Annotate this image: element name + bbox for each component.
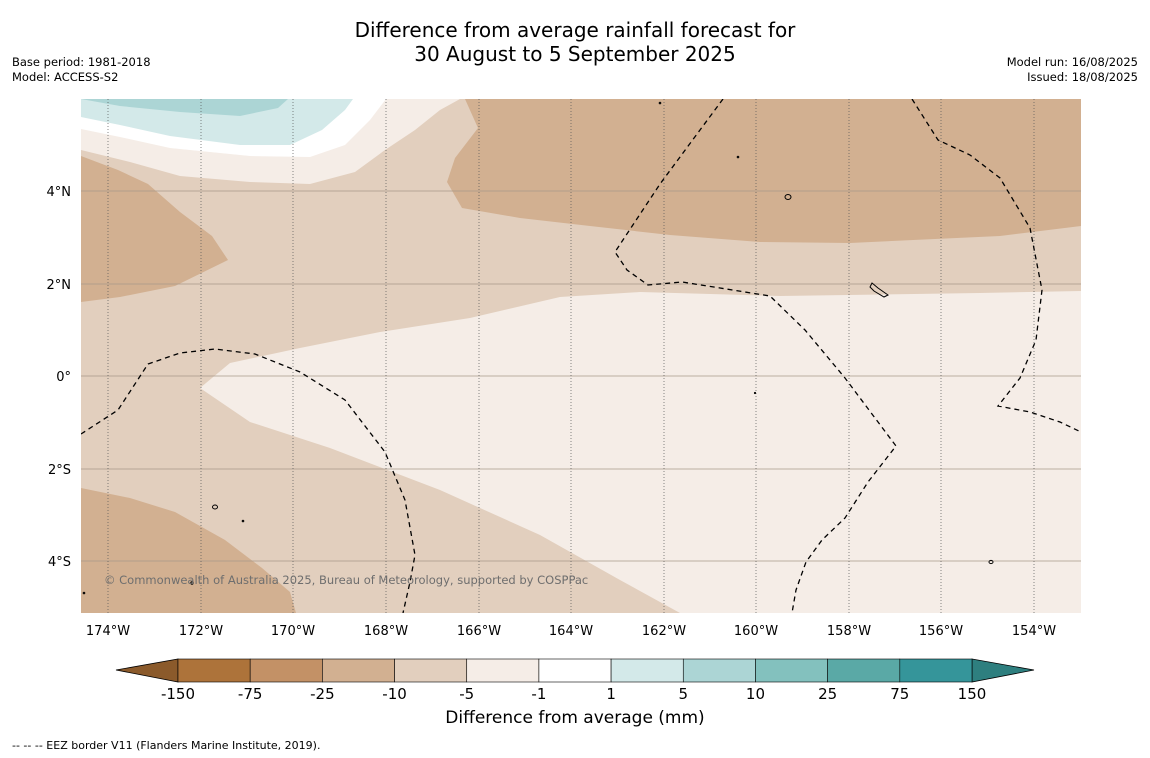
colorbar-segment — [899, 658, 973, 683]
eez-legend-note: -- -- -- EEZ border V11 (Flanders Marine… — [12, 739, 321, 752]
field-blob-north — [447, 99, 1081, 243]
field-north-teal2 — [81, 99, 288, 116]
island-kiritimati — [869, 282, 889, 298]
colorbar-segment — [538, 658, 612, 683]
lat-label: 2°N — [47, 278, 72, 293]
island — [658, 101, 662, 105]
islands — [82, 101, 994, 595]
meta-left: Base period: 1981-2018 Model: ACCESS-S2 — [12, 55, 151, 85]
colorbar-tick-label: 5 — [678, 685, 688, 703]
colorbar-tick-label: -75 — [238, 685, 263, 703]
island — [212, 504, 218, 510]
colorbar-segment — [394, 658, 468, 683]
field-blob-southwest — [81, 488, 296, 613]
lon-label: 172°W — [179, 624, 223, 639]
lon-label: 166°W — [457, 624, 501, 639]
base-period: Base period: 1981-2018 — [12, 55, 151, 69]
copyright-notice: © Commonwealth of Australia 2025, Bureau… — [104, 573, 588, 587]
issued-date: Issued: 18/08/2025 — [1027, 70, 1138, 84]
island — [241, 519, 245, 523]
lon-label: 158°W — [827, 624, 871, 639]
island — [753, 391, 757, 395]
lat-label: 4°N — [47, 185, 72, 200]
title-line-2: 30 August to 5 September 2025 — [414, 42, 736, 66]
lon-label: 174°W — [86, 624, 130, 639]
colorbar-tick-label: 75 — [890, 685, 909, 703]
colorbar-segment — [177, 658, 251, 683]
colorbar-segment — [682, 658, 756, 683]
island — [190, 581, 194, 585]
colorbar-segment — [610, 658, 684, 683]
lon-label: 170°W — [271, 624, 315, 639]
colorbar-extend-low — [115, 658, 179, 683]
colorbar-segment — [755, 658, 828, 683]
lon-label: 156°W — [919, 624, 963, 639]
colorbar-tick-label: -5 — [459, 685, 474, 703]
field-north-teal1 — [81, 99, 353, 145]
lat-label: 4°S — [48, 555, 71, 570]
colorbar-segment — [322, 658, 395, 683]
title-line-1: Difference from average rainfall forecas… — [354, 18, 796, 42]
colorbar-extend-high — [971, 658, 1035, 683]
colorbar: -150 -75 -25 -10 -5 -1 1 5 10 25 75 150 — [115, 658, 1035, 703]
lat-label: 0° — [56, 370, 71, 385]
field-blob-west — [81, 156, 228, 302]
lon-label: 160°W — [734, 624, 778, 639]
colorbar-segment — [827, 658, 901, 683]
colorbar-segment — [466, 658, 540, 683]
colorbar-tick-label: 150 — [958, 685, 987, 703]
colorbar-tick-label: -1 — [531, 685, 546, 703]
lon-label: 154°W — [1012, 624, 1056, 639]
colorbar-tick-label: -25 — [310, 685, 335, 703]
colorbar-tick-label: 1 — [606, 685, 616, 703]
colorbar-tick-label: -10 — [382, 685, 407, 703]
lat-label: 2°S — [48, 463, 71, 478]
eez-border-west — [81, 348, 416, 613]
colorbar-tick-label: 10 — [746, 685, 765, 703]
model-run: Model run: 16/08/2025 — [1006, 55, 1138, 69]
island — [988, 559, 994, 565]
colorbar-title: Difference from average (mm) — [445, 708, 705, 728]
lat-axis-labels: 4°N 2°N 0° 2°S 4°S — [47, 185, 72, 570]
lon-label: 168°W — [364, 624, 408, 639]
colorbar-tick-label: -150 — [161, 685, 195, 703]
colorbar-tick-label: 25 — [818, 685, 837, 703]
lon-label: 162°W — [642, 624, 686, 639]
lon-label: 164°W — [549, 624, 593, 639]
lat-gridlines — [81, 190, 1081, 562]
map-title: Difference from average rainfall forecas… — [0, 18, 1150, 66]
forecast-field: © Commonwealth of Australia 2025, Bureau… — [81, 99, 1081, 613]
island — [82, 591, 86, 595]
island — [784, 194, 792, 200]
colorbar-segment — [249, 658, 323, 683]
meta-right: Model run: 16/08/2025 Issued: 18/08/2025 — [1007, 55, 1138, 85]
eez-border-east — [911, 99, 1081, 433]
eez-border-central — [614, 99, 897, 613]
island — [736, 155, 740, 159]
lon-axis-labels: 174°W 172°W 170°W 168°W 166°W 164°W 162°… — [86, 624, 1056, 639]
model-name: Model: ACCESS-S2 — [12, 70, 119, 84]
eez-borders — [81, 99, 1081, 613]
